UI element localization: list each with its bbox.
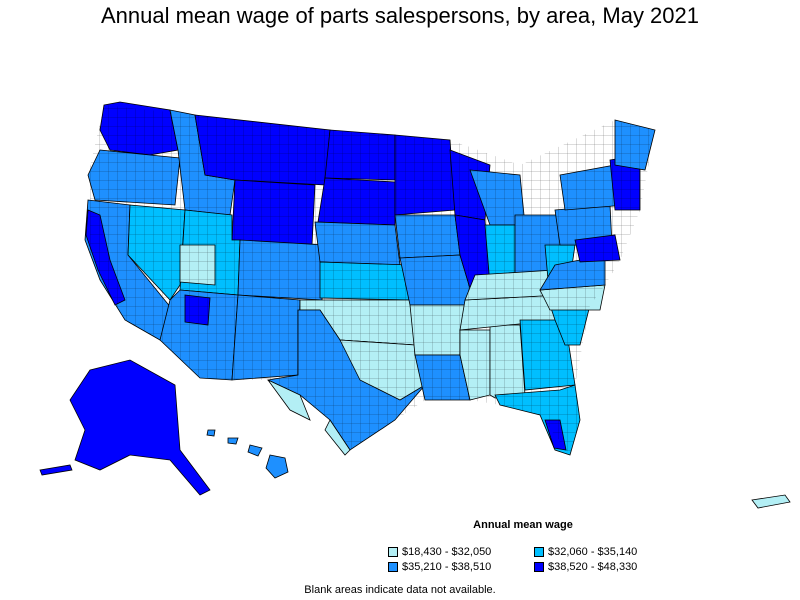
legend-label-tier3: $35,210 - $38,510 — [402, 561, 492, 573]
legend-item-tier3: $35,210 - $38,510 — [388, 560, 491, 574]
region-hawaii-oahu — [227, 437, 239, 445]
legend-title: Annual mean wage — [473, 519, 573, 531]
region-hawaii-maui — [247, 444, 263, 457]
puerto-rico — [751, 494, 791, 509]
legend-swatch-tier4 — [534, 562, 544, 572]
legend-item-tier4: $38,520 - $48,330 — [534, 560, 637, 574]
legend-swatch-tier1 — [388, 547, 398, 557]
alaska — [39, 359, 211, 496]
region-alaska — [69, 359, 211, 496]
legend-swatch-tier2 — [534, 547, 544, 557]
region-hawaii-big-island — [265, 454, 289, 479]
hawaii — [206, 429, 289, 479]
region-hawaii-kauai — [206, 429, 216, 437]
legend-swatch-tier3 — [388, 562, 398, 572]
footnote-text: Blank areas indicate data not available. — [304, 584, 496, 596]
legend-item-tier1: $18,430 - $32,050 — [388, 545, 491, 559]
alaska-islands — [39, 464, 73, 476]
map-title: Annual mean wage of parts salespersons, … — [100, 3, 700, 28]
footnote: Blank areas indicate data not available. — [0, 584, 800, 596]
legend-label-tier1: $18,430 - $32,050 — [402, 546, 492, 558]
region-puerto-rico — [751, 494, 791, 509]
legend-label-tier2: $32,060 - $35,140 — [548, 546, 638, 558]
legend-item-tier2: $32,060 - $35,140 — [534, 545, 637, 559]
legend-label-tier4: $38,520 - $48,330 — [548, 561, 638, 573]
